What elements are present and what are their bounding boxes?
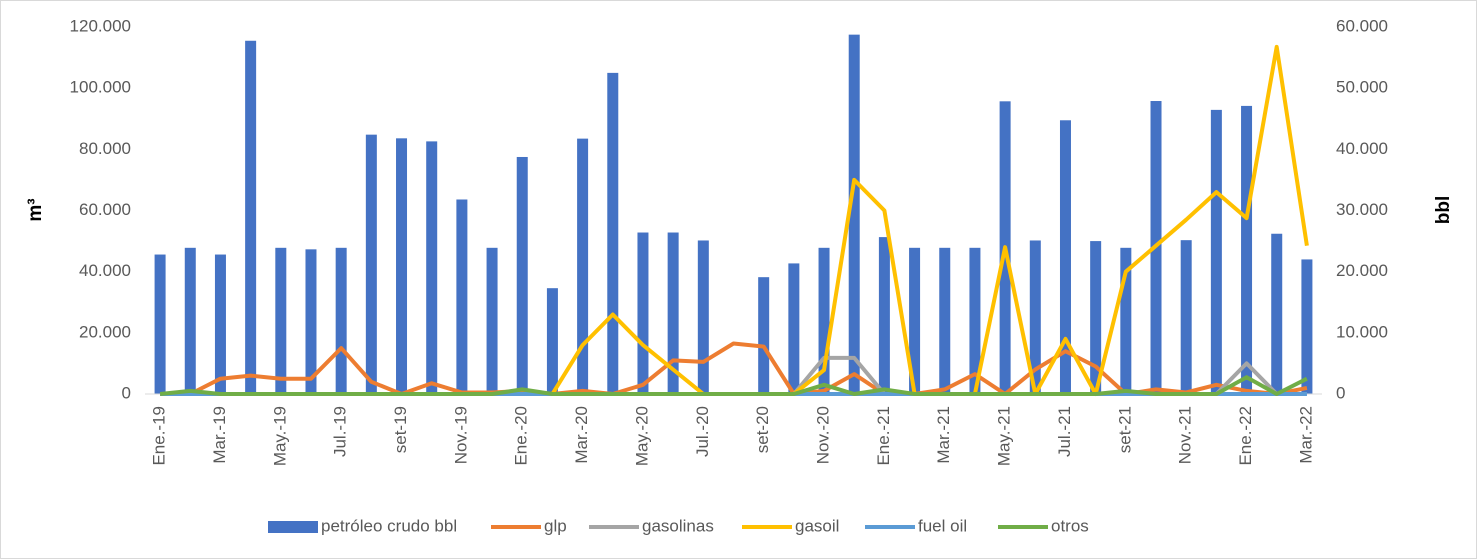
x-tick-label: May.-19	[270, 406, 289, 466]
bar	[758, 277, 770, 394]
y2-tick-label: 30.000	[1336, 200, 1388, 219]
bar	[878, 237, 890, 394]
y-tick-label: 100.000	[70, 78, 131, 97]
bar	[1271, 233, 1283, 394]
y2-tick-label: 40.000	[1336, 139, 1388, 158]
bar	[939, 247, 951, 394]
bar	[607, 72, 619, 394]
bar	[1090, 241, 1102, 394]
x-tick-label: set-20	[753, 406, 772, 453]
y2-axis-title: bbl	[1433, 196, 1454, 225]
bar	[275, 247, 287, 394]
bar	[1029, 240, 1041, 394]
bar	[637, 232, 649, 394]
x-tick-label: Ene.-20	[512, 406, 531, 466]
legend-swatch	[268, 521, 318, 533]
bar	[365, 134, 377, 395]
bar	[577, 138, 589, 394]
x-tick-label: Mar.-20	[572, 406, 591, 464]
line	[159, 375, 1308, 396]
bar	[546, 288, 558, 394]
bar	[516, 156, 528, 394]
bar	[1059, 120, 1071, 394]
x-tick-label: May.-21	[995, 406, 1014, 466]
x-tick-label: Mar.-21	[934, 406, 953, 464]
legend-label: gasolinas	[642, 516, 714, 535]
bar	[335, 247, 347, 394]
bar	[1241, 105, 1253, 394]
bar	[486, 247, 498, 394]
bar	[305, 249, 317, 394]
y2-tick-label: 20.000	[1336, 261, 1388, 280]
y2-tick-label: 60.000	[1336, 16, 1388, 35]
bar	[184, 247, 196, 394]
x-tick-label: Ene.-21	[874, 406, 893, 466]
x-tick-label: set-19	[391, 406, 410, 453]
bar	[396, 138, 408, 394]
y-tick-label: 0	[122, 383, 131, 402]
bar	[1301, 259, 1313, 394]
bar	[456, 199, 468, 394]
y2-tick-label: 10.000	[1336, 322, 1388, 341]
y-tick-label: 120.000	[70, 16, 131, 35]
bar	[1120, 247, 1132, 394]
x-tick-label: Jul.-19	[331, 406, 350, 457]
bar	[848, 34, 860, 394]
legend-label: gasoil	[795, 516, 839, 535]
x-tick-label: Ene.-19	[150, 406, 169, 466]
y-tick-label: 60.000	[79, 200, 131, 219]
x-tick-label: Mar.-22	[1296, 406, 1315, 464]
legend-label: glp	[544, 516, 567, 535]
y-axis-title: m³	[25, 198, 46, 221]
legend-label: otros	[1051, 516, 1089, 535]
line	[160, 341, 1308, 396]
y-tick-label: 20.000	[79, 322, 131, 341]
bar	[909, 247, 921, 394]
x-tick-label: May.-20	[632, 406, 651, 466]
bar	[818, 247, 830, 394]
x-tick-label: Ene.-22	[1236, 406, 1255, 466]
bar	[214, 254, 226, 394]
legend-label: fuel oil	[918, 516, 967, 535]
y2-tick-label: 0	[1336, 383, 1345, 402]
bar	[697, 240, 709, 394]
bar	[426, 141, 438, 394]
bar	[667, 232, 679, 394]
y-tick-label: 40.000	[79, 261, 131, 280]
x-tick-label: Nov.-20	[814, 406, 833, 464]
x-tick-label: Jul.-21	[1055, 406, 1074, 457]
legend-label: petróleo crudo bbl	[321, 516, 457, 535]
y2-tick-label: 50.000	[1336, 78, 1388, 97]
x-tick-label: set-21	[1115, 406, 1134, 453]
x-tick-label: Nov.-21	[1176, 406, 1195, 464]
bar	[969, 247, 981, 394]
bar	[1210, 109, 1222, 395]
y-tick-label: 80.000	[79, 139, 131, 158]
bar	[245, 40, 257, 394]
bar	[788, 263, 800, 394]
x-tick-label: Jul.-20	[693, 406, 712, 457]
x-tick-label: Nov.-19	[451, 406, 470, 464]
x-tick-label: Mar.-19	[210, 406, 229, 464]
bar	[1180, 240, 1192, 394]
bar	[154, 254, 166, 394]
